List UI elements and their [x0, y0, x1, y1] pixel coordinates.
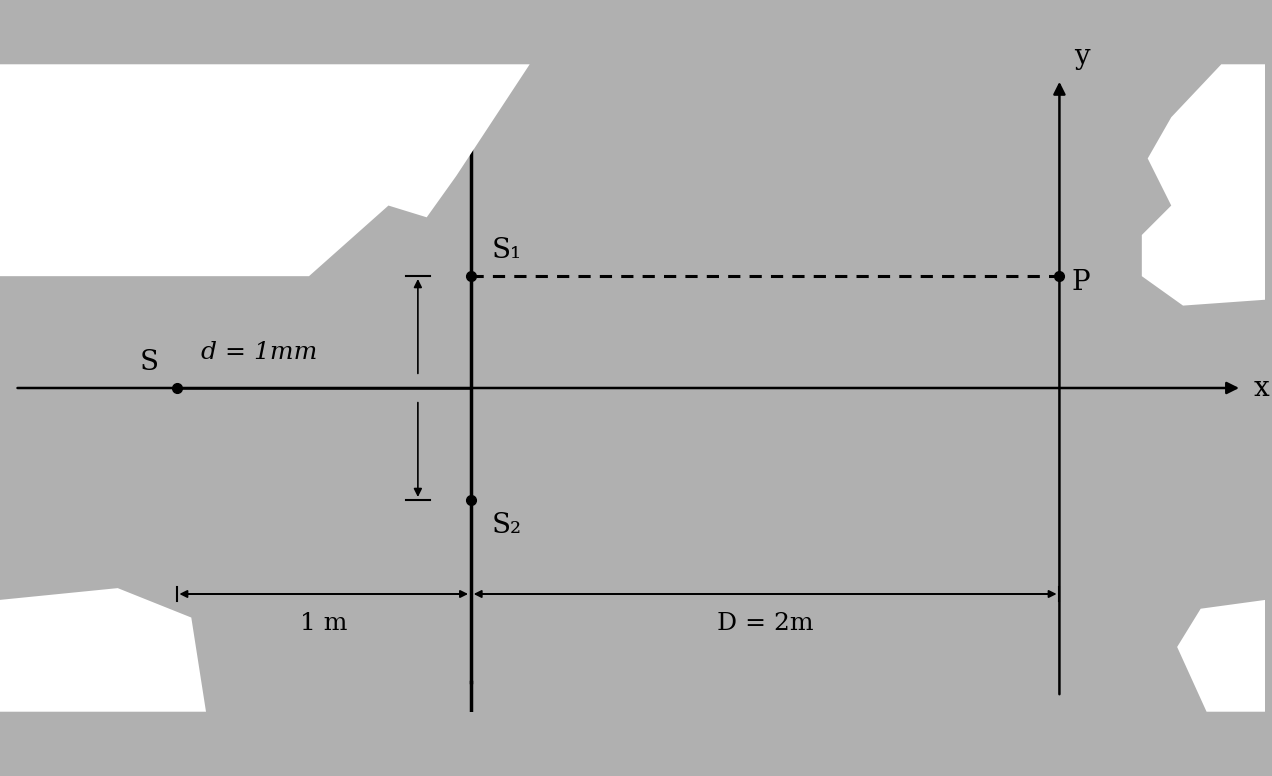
- Text: P: P: [1071, 268, 1090, 296]
- Text: x: x: [1254, 375, 1269, 401]
- Polygon shape: [0, 64, 529, 276]
- Polygon shape: [1142, 64, 1266, 306]
- Text: D = 2m: D = 2m: [717, 611, 813, 635]
- Text: y: y: [1074, 43, 1090, 70]
- Text: 1 m: 1 m: [300, 611, 347, 635]
- Text: S₂: S₂: [491, 511, 522, 539]
- Text: d = 1mm: d = 1mm: [201, 341, 317, 365]
- Text: S₁: S₁: [491, 237, 522, 265]
- Polygon shape: [0, 588, 206, 712]
- Text: S: S: [140, 349, 159, 376]
- Polygon shape: [1177, 600, 1266, 712]
